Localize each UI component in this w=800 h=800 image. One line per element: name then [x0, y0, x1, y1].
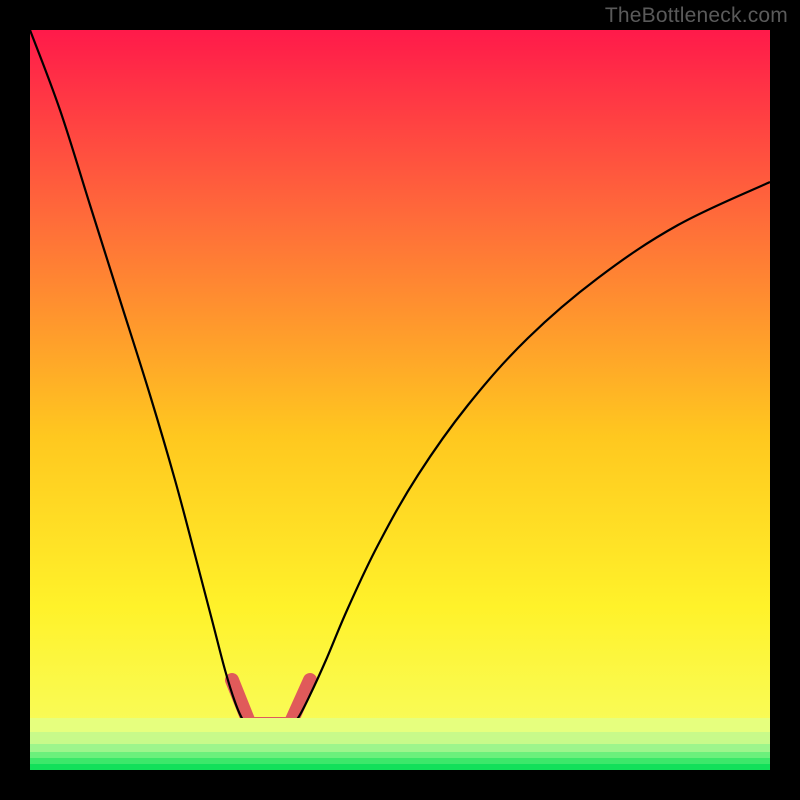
floor-band	[30, 758, 770, 764]
curve-layer	[30, 30, 770, 770]
curve-right-branch	[290, 182, 770, 725]
floor-band	[30, 752, 770, 758]
plot-area	[30, 30, 770, 770]
floor-band	[30, 744, 770, 752]
floor-band	[30, 732, 770, 744]
watermark-text: TheBottleneck.com	[605, 4, 788, 28]
floor-band	[30, 718, 770, 732]
curve-left-branch	[30, 30, 250, 725]
floor-band	[30, 764, 770, 770]
